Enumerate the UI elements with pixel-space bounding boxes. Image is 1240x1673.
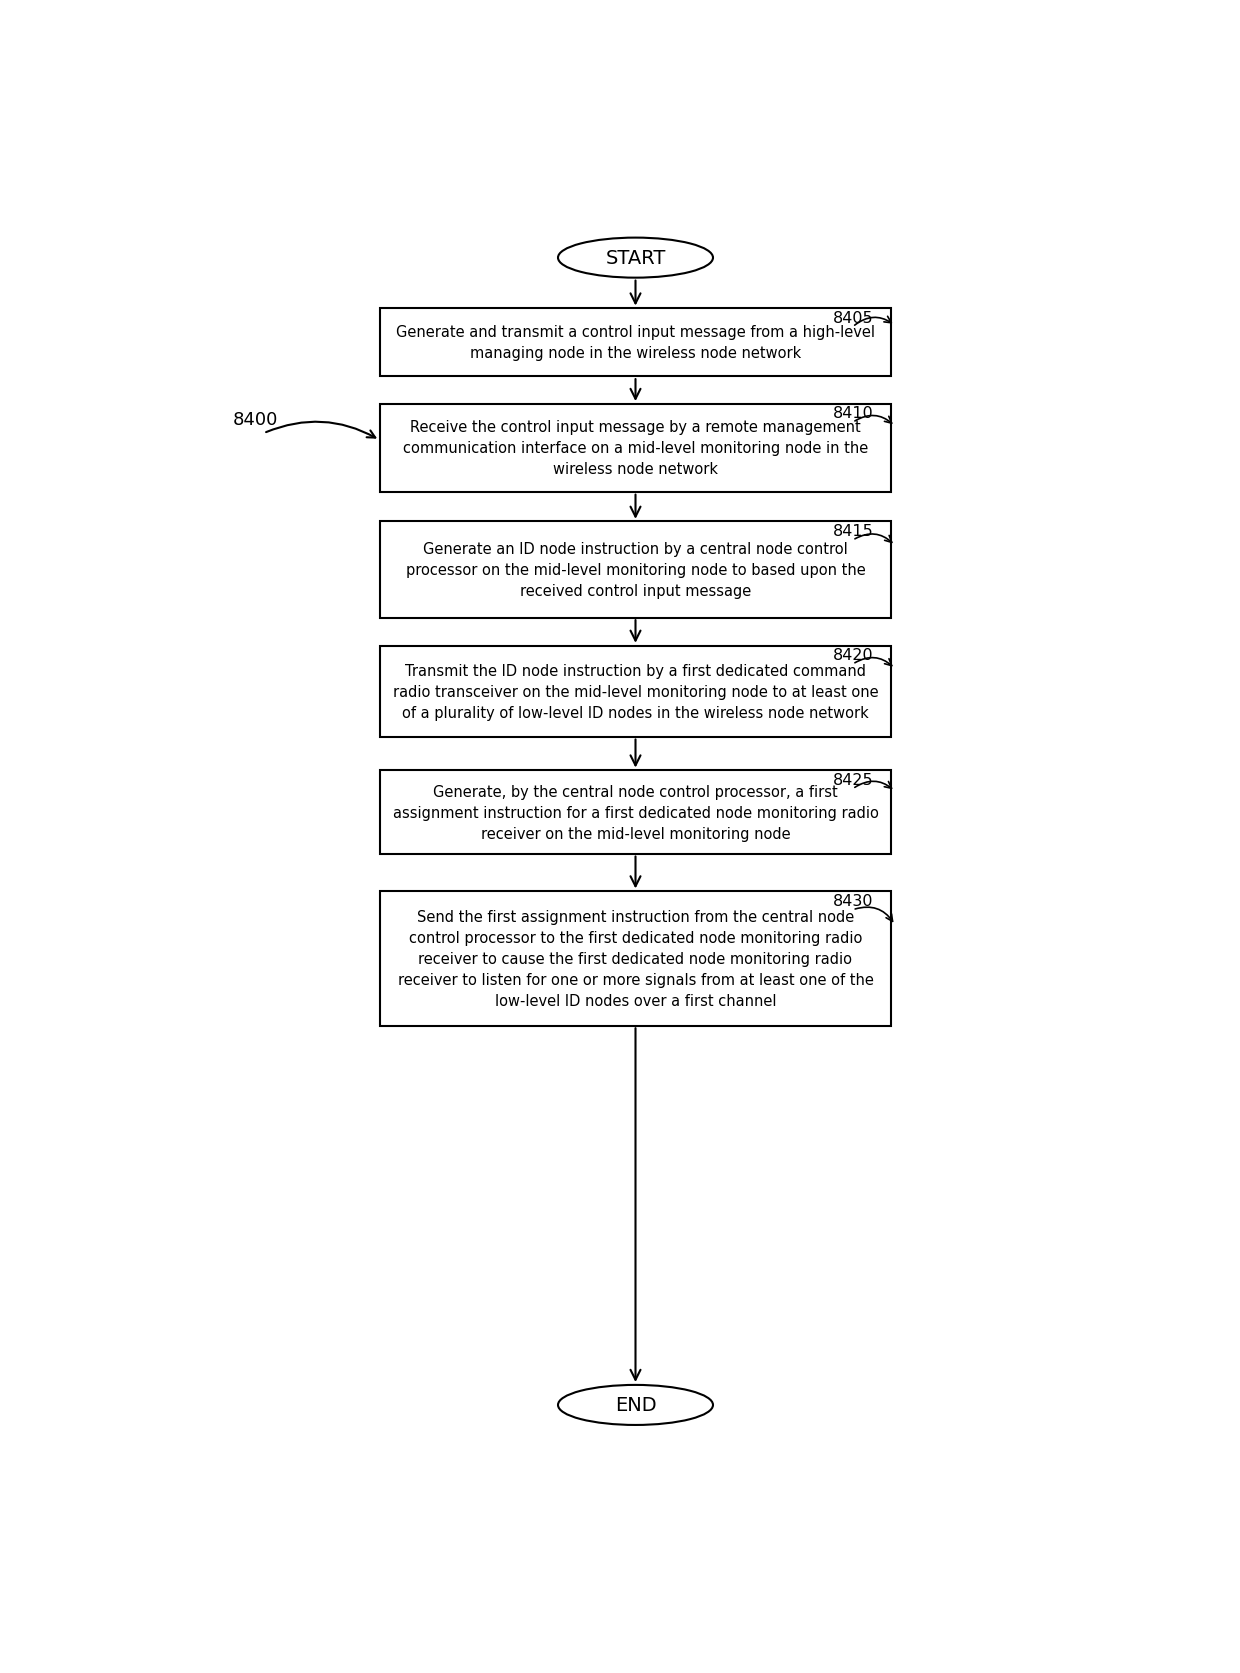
Text: Receive the control input message by a remote management
communication interface: Receive the control input message by a r… — [403, 420, 868, 477]
Bar — [379, 771, 892, 855]
Text: Transmit the ID node instruction by a first dedicated command
radio transceiver : Transmit the ID node instruction by a fi… — [393, 663, 878, 719]
Text: END: END — [615, 1395, 656, 1415]
Text: START: START — [605, 249, 666, 268]
Bar — [379, 892, 892, 1026]
Text: Send the first assignment instruction from the central node
control processor to: Send the first assignment instruction fr… — [398, 910, 873, 1009]
Bar — [379, 646, 892, 738]
Text: 8400: 8400 — [233, 412, 279, 428]
Bar — [379, 522, 892, 619]
Text: 8425: 8425 — [833, 773, 874, 788]
Bar — [379, 405, 892, 494]
Ellipse shape — [558, 239, 713, 278]
Text: Generate an ID node instruction by a central node control
processor on the mid-l: Generate an ID node instruction by a cen… — [405, 542, 866, 599]
Bar — [379, 310, 892, 376]
Text: 8430: 8430 — [833, 893, 874, 908]
Ellipse shape — [558, 1385, 713, 1425]
Text: 8415: 8415 — [833, 524, 874, 539]
Text: 8420: 8420 — [833, 647, 874, 663]
Text: 8410: 8410 — [833, 407, 874, 422]
Text: Generate and transmit a control input message from a high-level
managing node in: Generate and transmit a control input me… — [396, 325, 875, 361]
Text: 8405: 8405 — [833, 311, 874, 326]
Text: Generate, by the central node control processor, a first
assignment instruction : Generate, by the central node control pr… — [393, 785, 878, 842]
